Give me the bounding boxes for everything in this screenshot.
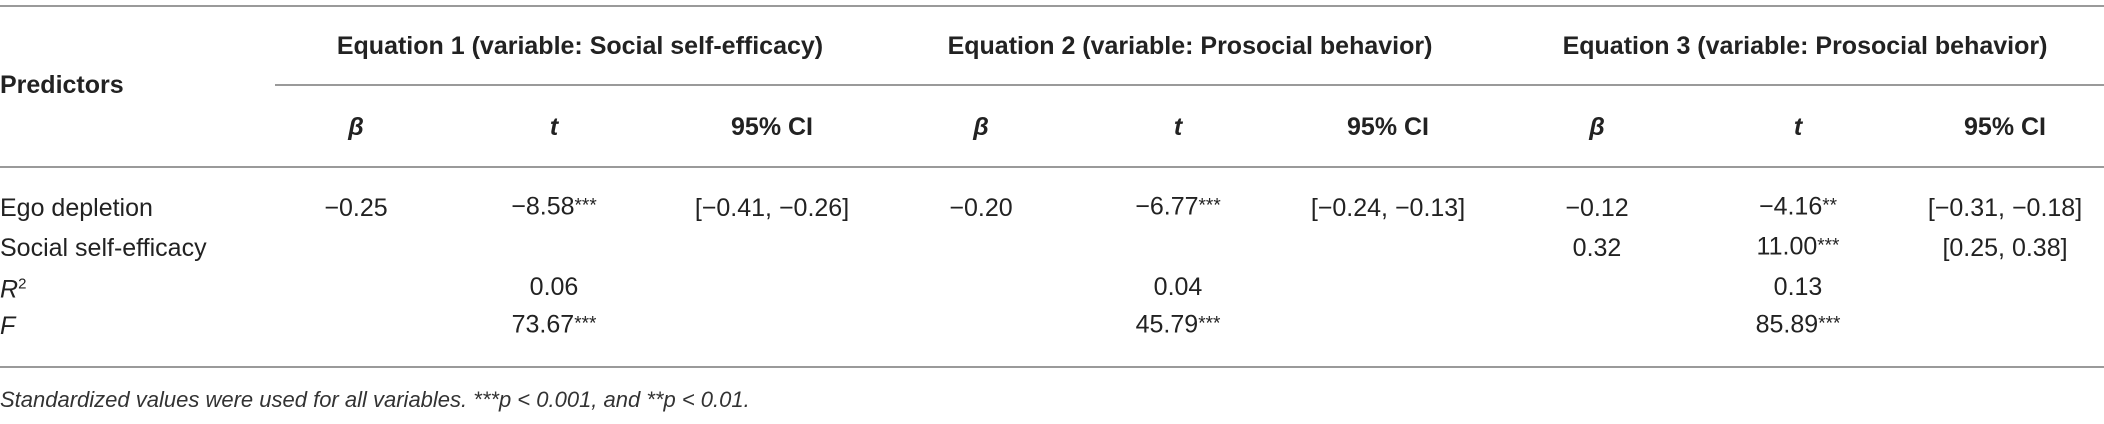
cell-value: −6.77 — [1135, 192, 1199, 221]
cell-value: −0.20 — [949, 194, 1013, 222]
cell: 85.89*** — [1756, 310, 1841, 343]
group-header: Equation 1 (variable: Social self-effica… — [336, 32, 824, 60]
rule — [275, 84, 2104, 86]
cell: −6.77*** — [1135, 192, 1220, 225]
stat-header: β — [348, 113, 364, 141]
cell: 0.06 — [530, 272, 579, 302]
group-header: Equation 3 (variable: Prosocial behavior… — [1562, 32, 2048, 60]
significance: *** — [574, 195, 597, 217]
label-sup: 2 — [18, 275, 27, 293]
cell-value: [−0.31, −0.18] — [1927, 194, 2083, 222]
predictors-header: Predictors — [0, 71, 124, 99]
stat-header: 95% CI — [1964, 113, 2046, 141]
cell-value: 45.79 — [1135, 310, 1199, 339]
row-label: Ego depletion — [0, 194, 153, 222]
cell: 45.79*** — [1136, 310, 1221, 343]
significance: *** — [1198, 313, 1221, 335]
cell: [−0.41, −0.26] — [695, 193, 849, 223]
row-label: R2 — [0, 269, 26, 304]
cell-value: 0.13 — [1773, 273, 1823, 301]
cell: 0.13 — [1774, 272, 1823, 302]
cell: [0.25, 0.38] — [1942, 233, 2067, 263]
stat-header: t — [549, 113, 559, 141]
cell-value: [0.25, 0.38] — [1942, 234, 2068, 262]
cell-value: 0.04 — [1153, 273, 1203, 301]
row-label: F — [0, 311, 15, 341]
stat-header: 95% CI — [731, 113, 813, 141]
cell: 73.67*** — [512, 310, 597, 343]
row-label: Social self-efficacy — [0, 234, 207, 262]
cell-value: 0.32 — [1572, 234, 1622, 262]
cell-value: [−0.24, −0.13] — [1310, 194, 1466, 222]
cell-value: −0.25 — [324, 194, 388, 222]
cell-value: [−0.41, −0.26] — [694, 194, 850, 222]
cell: 0.04 — [1154, 272, 1203, 302]
cell-value: −0.12 — [1565, 194, 1629, 222]
cell-value: 0.06 — [529, 273, 579, 301]
cell: [−0.24, −0.13] — [1311, 193, 1465, 223]
label-text: R — [0, 275, 19, 304]
stat-header: β — [973, 113, 989, 141]
label-text: F — [0, 312, 16, 340]
significance: ** — [1822, 195, 1838, 217]
rule — [0, 5, 2104, 7]
stat-header: 95% CI — [1347, 113, 1429, 141]
cell: 11.00*** — [1757, 232, 1840, 265]
cell-value: 11.00 — [1756, 232, 1818, 261]
cell: −0.20 — [949, 193, 1012, 223]
stat-header: t — [1793, 113, 1803, 141]
cell: −0.25 — [324, 193, 387, 223]
significance: *** — [1818, 313, 1841, 335]
significance: *** — [1198, 195, 1221, 217]
group-header: Equation 2 (variable: Prosocial behavior… — [947, 32, 1433, 60]
cell-value: 73.67 — [511, 310, 575, 339]
stat-header: β — [1589, 113, 1605, 141]
footnote: Standardized values were used for all va… — [0, 387, 750, 412]
cell-value: −4.16 — [1758, 192, 1823, 221]
cell: −8.58*** — [511, 192, 596, 225]
cell-value: −8.58 — [511, 192, 575, 221]
cell: −0.12 — [1565, 193, 1628, 223]
significance: *** — [574, 313, 597, 335]
cell: 0.32 — [1573, 233, 1622, 263]
significance: *** — [1817, 235, 1840, 257]
cell: [−0.31, −0.18] — [1928, 193, 2082, 223]
stat-header: t — [1173, 113, 1183, 141]
rule — [0, 166, 2104, 168]
cell-value: 85.89 — [1755, 310, 1819, 339]
rule — [0, 366, 2104, 368]
cell: −4.16** — [1759, 192, 1837, 225]
